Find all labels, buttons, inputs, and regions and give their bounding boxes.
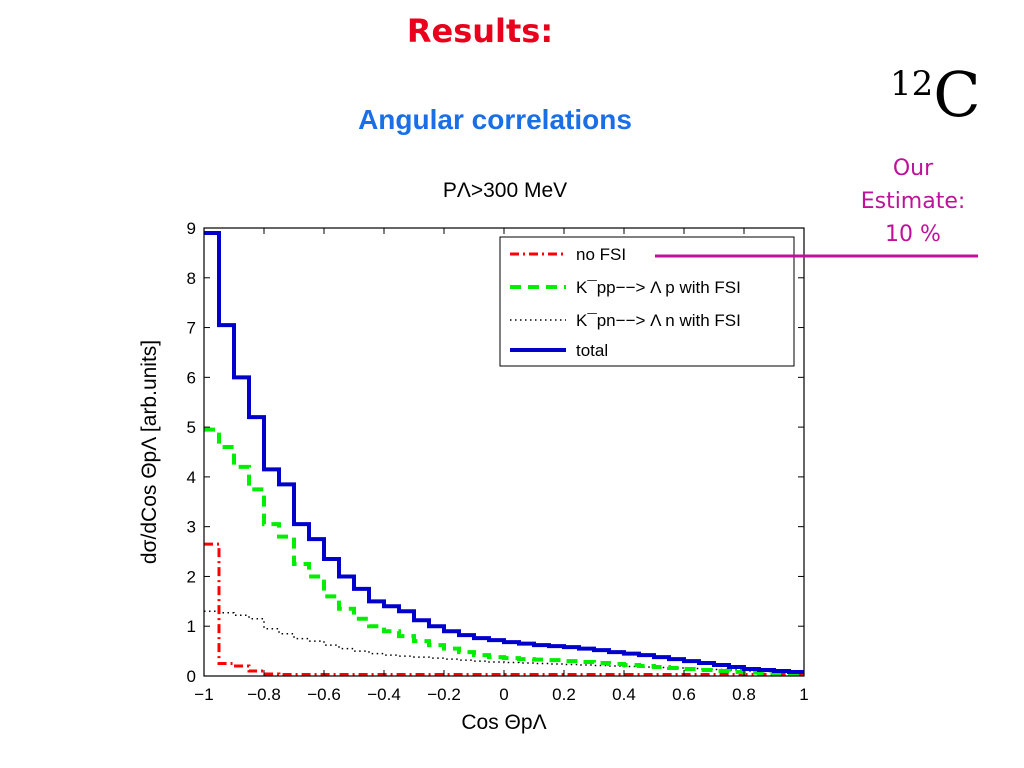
estimate-line-3: 10 % [885, 222, 941, 247]
nucleus-symbol: C [933, 58, 981, 131]
x-tick-label: 0.6 [672, 685, 696, 704]
legend: no FSI K¯pp−−> Λ p with FSI K¯pn−−> Λ n … [499, 236, 795, 367]
x-tick-label: −1 [194, 685, 213, 704]
x-axis-label: Cos ΘpΛ [461, 711, 546, 734]
y-axis-label: dσ/dCos ΘpΛ [arb.units] [138, 340, 161, 564]
y-tick-label: 8 [187, 269, 196, 288]
legend-label-kpp: K¯pp−−> Λ p with FSI [576, 278, 741, 297]
x-tick-label: −0.2 [427, 685, 461, 704]
legend-label-total: total [576, 341, 608, 360]
nucleus-mass-number: 12 [890, 64, 934, 104]
series-kpn-fsi [204, 610, 804, 674]
x-tick-label: −0.4 [367, 685, 401, 704]
x-tick-label: 0.4 [612, 685, 636, 704]
y-tick-label: 0 [187, 667, 196, 686]
y-tick-label: 5 [187, 418, 196, 437]
y-tick-label: 1 [187, 617, 196, 636]
nucleus-label: 12C [890, 58, 981, 131]
y-tick-label: 2 [187, 567, 196, 586]
slide-title: Results: [406, 12, 554, 50]
x-tick-label: 1 [799, 685, 808, 704]
y-tick-label: 3 [187, 518, 196, 537]
legend-label-kpn: K¯pn−−> Λ n with FSI [576, 311, 741, 330]
series-total [204, 230, 804, 675]
legend-box [499, 236, 795, 367]
slide-subtitle: Angular correlations [358, 104, 632, 135]
x-tick-label: −0.8 [247, 685, 281, 704]
chart-title: PΛ>300 MeV [443, 179, 567, 202]
y-tick-label: 6 [187, 368, 196, 387]
tick-layer: −1 −0.8 −0.6 −0.4 −0.2 0 0.2 0.4 0.6 0.8 1 0 1 2 3 4 5 6 7… [187, 219, 809, 704]
estimate-line-2: Estimate: [860, 189, 966, 214]
series-layer [204, 230, 804, 677]
estimate-annotation: Our Estimate: 10 % [828, 152, 998, 251]
y-tick-label: 9 [187, 219, 196, 238]
legend-label-no-fsi: no FSI [576, 245, 626, 264]
x-tick-label: 0.2 [552, 685, 576, 704]
series-kpp-fsi [204, 427, 804, 676]
x-tick-label: −0.6 [307, 685, 341, 704]
estimate-line-1: Our [892, 156, 934, 181]
x-tick-label: 0.8 [732, 685, 756, 704]
y-tick-label: 7 [187, 319, 196, 338]
y-tick-label: 4 [187, 468, 196, 487]
x-tick-label: 0 [499, 685, 508, 704]
